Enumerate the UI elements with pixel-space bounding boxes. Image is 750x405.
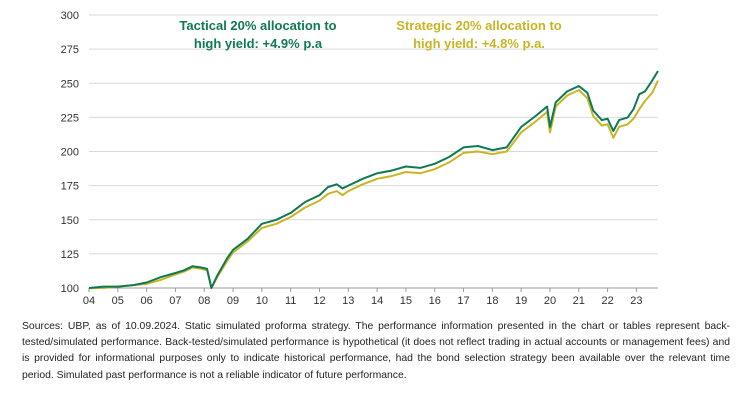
y-axis-tick-labels: 100 125 150 175 200 225 250 275 300 <box>61 10 79 295</box>
x-tick-label: 18 <box>486 295 498 307</box>
y-tick-label: 100 <box>61 283 79 295</box>
x-tick-label: 15 <box>400 295 412 307</box>
legend: Tactical 20% allocation to high yield: +… <box>179 18 561 51</box>
x-tick-label: 07 <box>169 295 181 307</box>
y-tick-label: 225 <box>61 112 79 124</box>
performance-line-chart: 100 125 150 175 200 225 250 275 300 04 05 06 07 08 09… <box>61 10 659 307</box>
y-tick-label: 275 <box>61 44 79 56</box>
y-tick-label: 150 <box>61 215 79 227</box>
x-tick-label: 16 <box>429 295 441 307</box>
x-tick-label: 04 <box>83 295 95 307</box>
y-tick-label: 250 <box>61 78 79 90</box>
x-tick-label: 05 <box>112 295 124 307</box>
legend-tactical-line1: Tactical 20% allocation to <box>179 18 336 33</box>
x-tick-label: 12 <box>313 295 325 307</box>
series-line-strategic <box>89 80 659 289</box>
x-axis-tick-labels: 04 05 06 07 08 09 10 11 12 13 14 15 16 17 18 19 20 21 22 23 <box>83 288 643 307</box>
x-tick-label: 13 <box>342 295 354 307</box>
x-tick-label: 11 <box>285 295 296 307</box>
y-tick-label: 125 <box>61 249 79 261</box>
x-tick-label: 19 <box>515 295 527 307</box>
x-tick-label: 21 <box>573 295 585 307</box>
x-tick-label: 22 <box>601 295 613 307</box>
x-tick-label: 17 <box>457 295 469 307</box>
y-tick-label: 200 <box>61 147 79 159</box>
x-tick-label: 06 <box>140 295 152 307</box>
series-lines <box>88 70 659 289</box>
chart-footnote: Sources: UBP, as of 10.09.2024. Static s… <box>22 321 730 381</box>
x-tick-label: 14 <box>371 295 383 307</box>
x-tick-label: 23 <box>630 295 642 307</box>
y-tick-label: 175 <box>61 181 79 193</box>
x-tick-label: 10 <box>256 295 268 307</box>
x-tick-label: 20 <box>544 295 556 307</box>
legend-strategic-line2: high yield: +4.8% p.a. <box>413 36 545 51</box>
legend-tactical-line2: high yield: +4.9% p.a <box>194 36 323 51</box>
x-tick-label: 08 <box>198 295 210 307</box>
y-tick-label: 300 <box>61 10 79 22</box>
x-tick-label: 09 <box>227 295 239 307</box>
series-line-tactical <box>88 70 659 289</box>
gridlines <box>89 14 658 289</box>
legend-strategic-line1: Strategic 20% allocation to <box>396 18 561 33</box>
